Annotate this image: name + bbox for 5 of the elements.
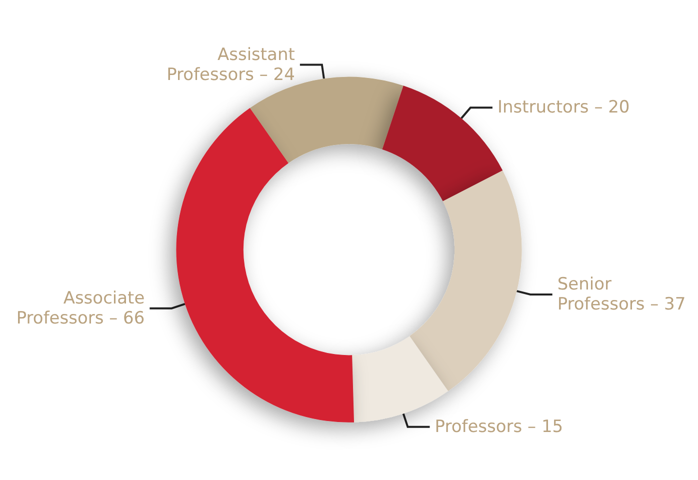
slice-label: Associate Professors – 66 [16,288,145,328]
slice-label: Assistant Professors – 24 [166,44,296,85]
slice-label: Instructors – 20 [497,98,630,118]
slice-label: Professors – 15 [434,416,564,437]
slice-label: Senior Professors – 37 [557,274,686,314]
